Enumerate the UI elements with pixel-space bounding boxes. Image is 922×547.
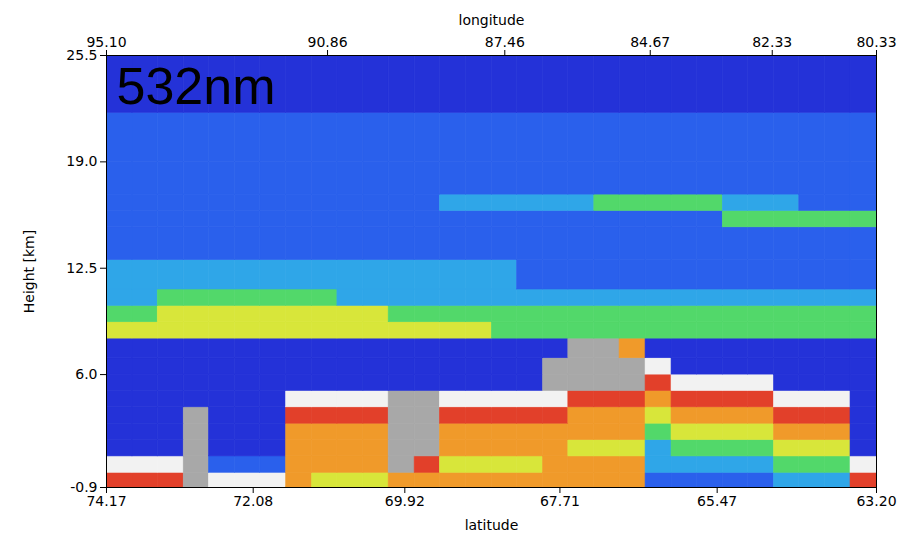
svg-text:65.47: 65.47 [697,493,737,509]
svg-text:95.10: 95.10 [86,34,126,50]
svg-text:63.20: 63.20 [856,493,896,509]
svg-text:74.17: 74.17 [86,493,126,509]
svg-text:87.46: 87.46 [485,34,525,50]
svg-text:84.67: 84.67 [630,34,670,50]
svg-text:72.08: 72.08 [233,493,273,509]
svg-text:25.5: 25.5 [66,47,97,63]
svg-text:latitude: latitude [465,517,519,533]
svg-text:19.0: 19.0 [66,153,97,169]
svg-text:6.0: 6.0 [75,366,97,382]
svg-text:-0.9: -0.9 [70,479,98,495]
svg-text:90.86: 90.86 [307,34,347,50]
svg-text:82.33: 82.33 [752,34,792,50]
svg-text:80.33: 80.33 [856,34,896,50]
svg-text:12.5: 12.5 [66,260,97,276]
svg-text:Height [km]: Height [km] [21,230,37,313]
svg-text:longitude: longitude [459,12,525,28]
svg-text:69.92: 69.92 [385,493,425,509]
svg-text:532nm: 532nm [117,57,276,115]
svg-text:67.71: 67.71 [540,493,580,509]
